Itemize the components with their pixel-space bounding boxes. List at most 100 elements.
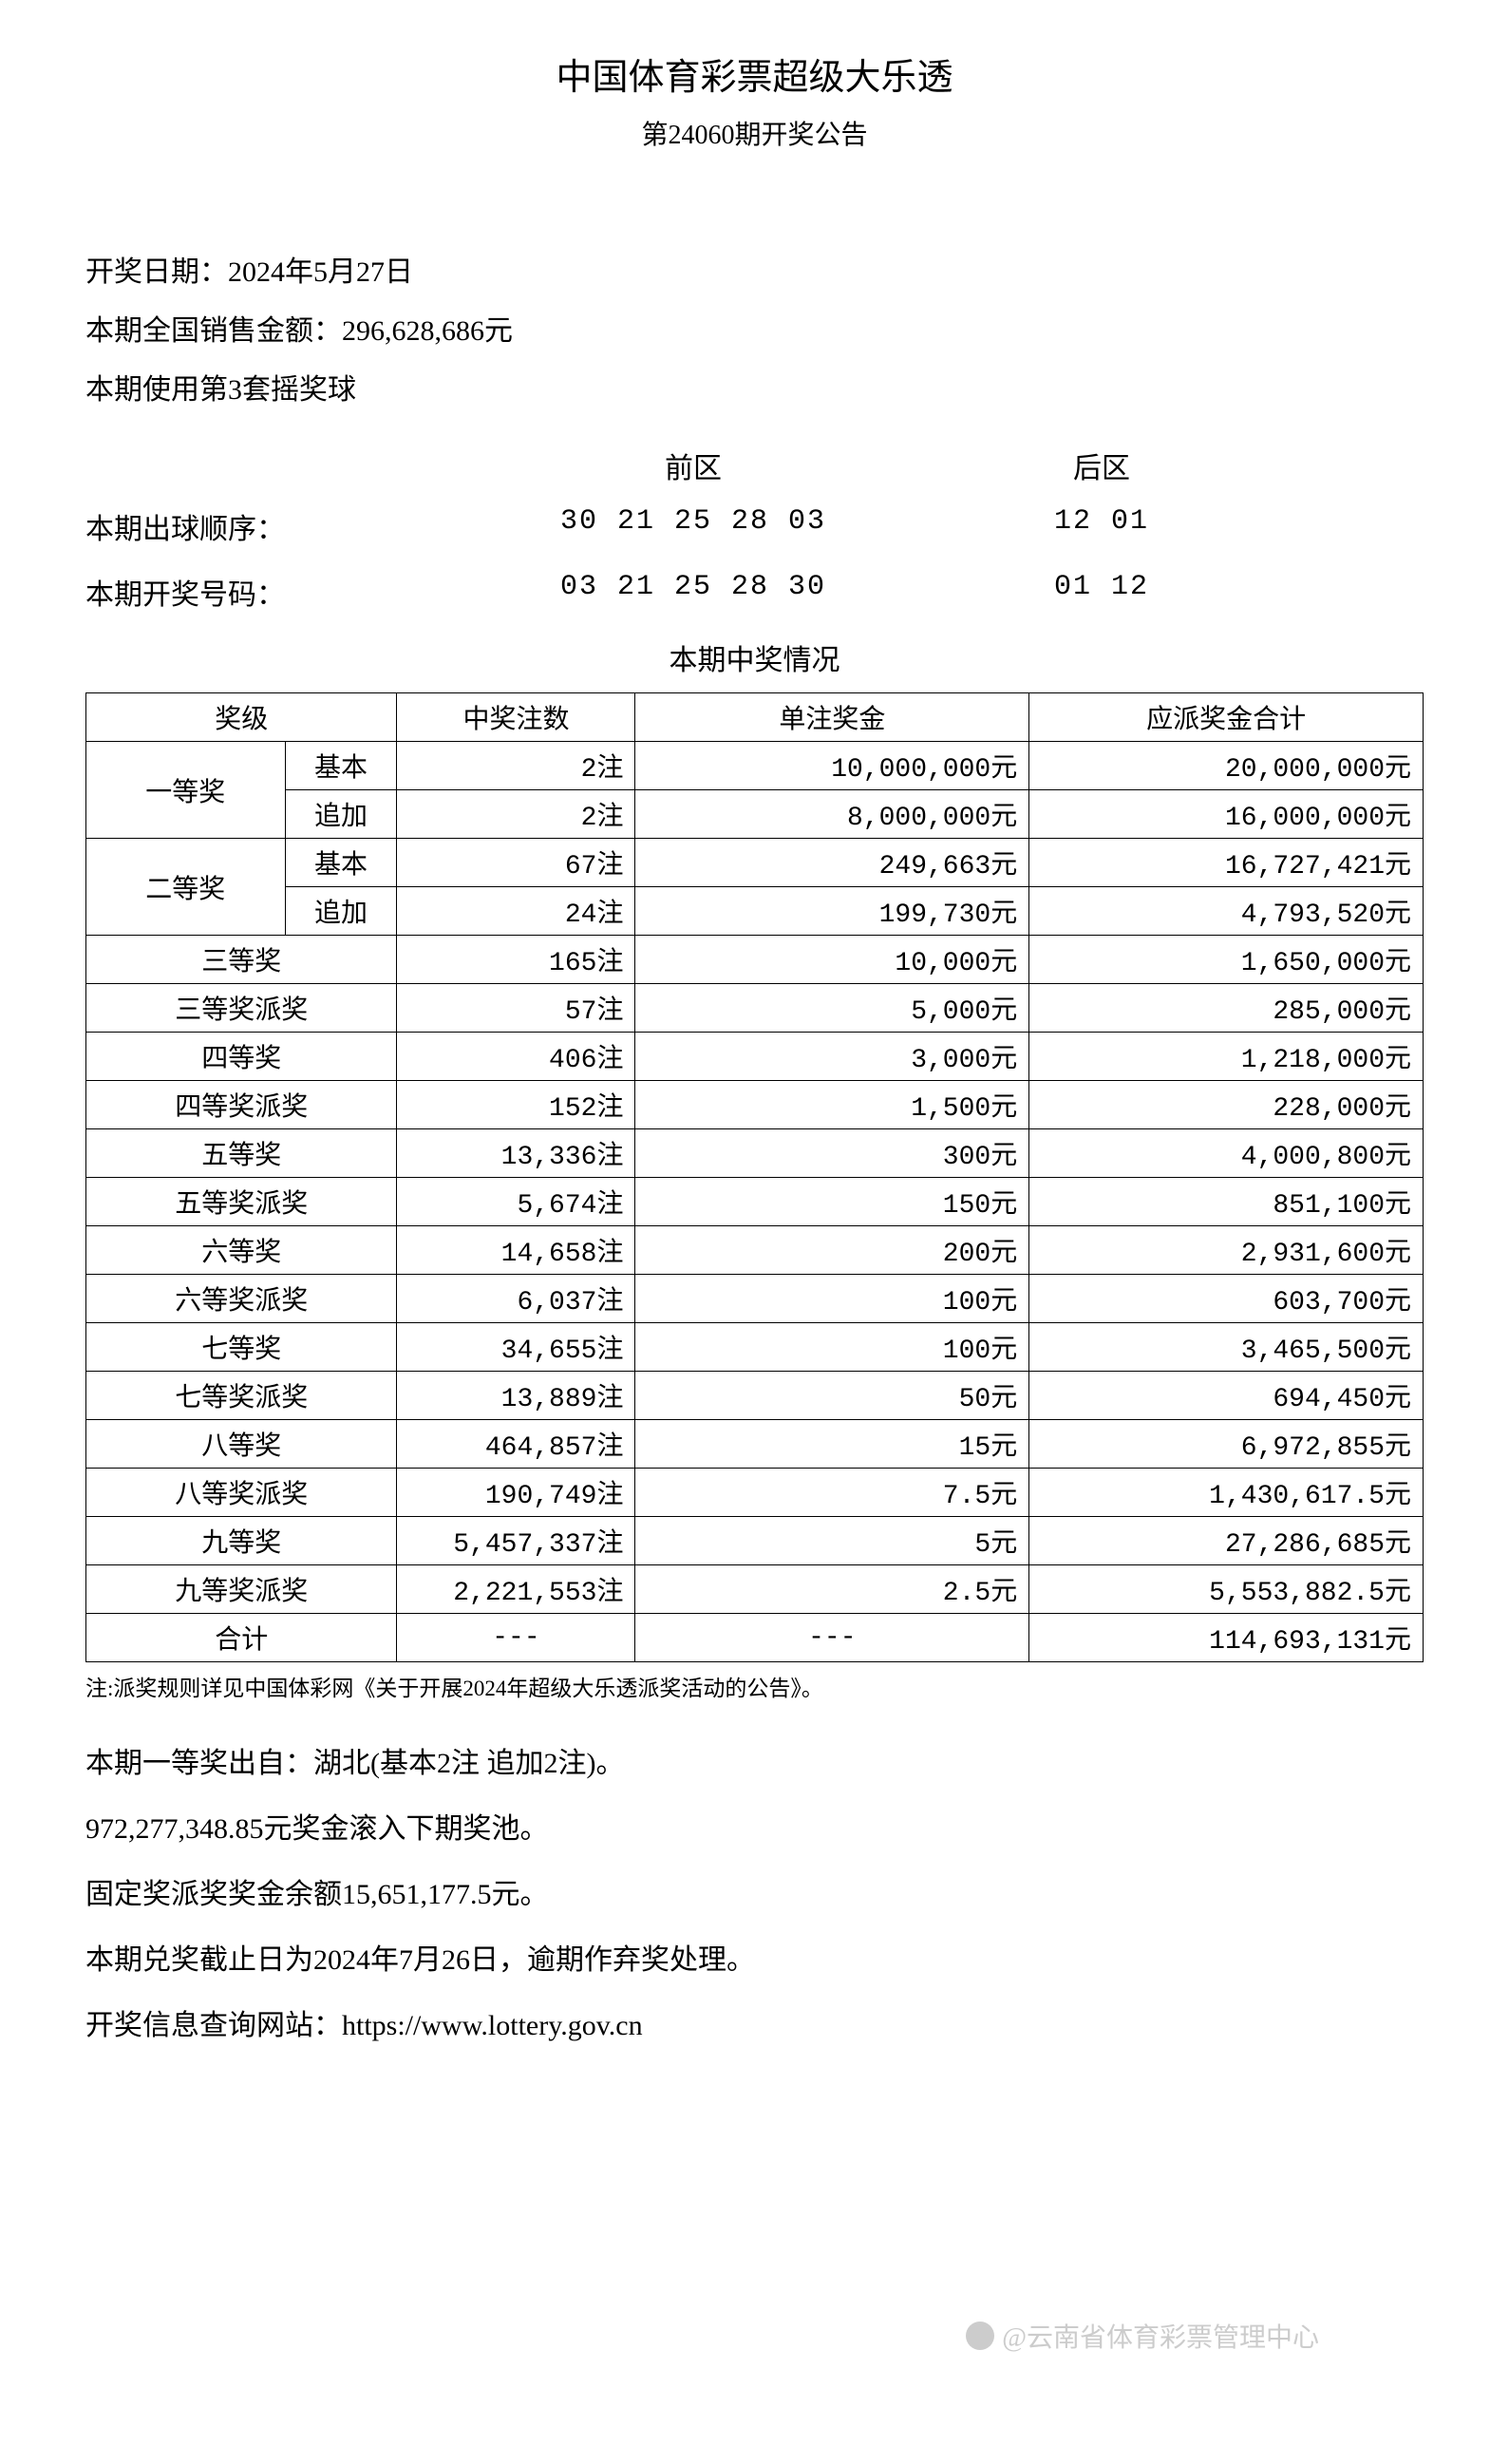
table-row: 七等奖34,655注100元3,465,500元 [86, 1323, 1424, 1372]
cell-amount: 15元 [635, 1420, 1029, 1469]
cell-count: 406注 [397, 1033, 635, 1081]
prize-section-title: 本期中奖情况 [85, 636, 1424, 678]
cell-total: 851,100元 [1029, 1178, 1424, 1226]
cell-amount: 100元 [635, 1275, 1029, 1323]
cell-count: 152注 [397, 1081, 635, 1129]
cell-level: 九等奖 [86, 1517, 397, 1565]
cell-amount: 10,000,000元 [635, 742, 1029, 790]
cell-amount: 2.5元 [635, 1565, 1029, 1614]
cell-count: 57注 [397, 984, 635, 1033]
cell-amount: 100元 [635, 1323, 1029, 1372]
table-row: 六等奖派奖6,037注100元603,700元 [86, 1275, 1424, 1323]
tier1-addon-label: 追加 [285, 790, 397, 839]
cell-amount: 199,730元 [635, 887, 1029, 936]
cell-level: 三等奖派奖 [86, 984, 397, 1033]
cell-level: 五等奖 [86, 1129, 397, 1178]
table-row: 四等奖406注3,000元1,218,000元 [86, 1033, 1424, 1081]
numbers-section: 前区 后区 本期出球顺序： 30 21 25 28 03 12 01 本期开奖号… [85, 445, 1424, 613]
cell-total: 694,450元 [1029, 1372, 1424, 1420]
cell-amount: 50元 [635, 1372, 1029, 1420]
watermark: @云南省体育彩票管理中心 [966, 2317, 1319, 2355]
cell-level: 七等奖派奖 [86, 1372, 397, 1420]
cell-total: 2,931,600元 [1029, 1226, 1424, 1275]
main-title: 中国体育彩票超级大乐透 [85, 47, 1424, 100]
table-header-row: 奖级 中奖注数 单注奖金 应派奖金合计 [86, 693, 1424, 742]
draw-order-front: 30 21 25 28 03 [465, 505, 921, 547]
tier2-basic-label: 基本 [285, 839, 397, 887]
cell-level: 七等奖 [86, 1323, 397, 1372]
table-row: 六等奖14,658注200元2,931,600元 [86, 1226, 1424, 1275]
cell-count: 2,221,553注 [397, 1565, 635, 1614]
footer-line: 本期一等奖出自：湖北(基本2注 追加2注)。 [85, 1731, 1424, 1796]
cell-total: 228,000元 [1029, 1081, 1424, 1129]
cell-amount: 3,000元 [635, 1033, 1029, 1081]
numbers-region-header: 前区 后区 [85, 445, 1424, 486]
cell-count: 13,336注 [397, 1129, 635, 1178]
table-row: 五等奖派奖5,674注150元851,100元 [86, 1178, 1424, 1226]
table-total-row: 合计------114,693,131元 [86, 1614, 1424, 1662]
cell-total: 27,286,685元 [1029, 1517, 1424, 1565]
cell-count: 190,749注 [397, 1469, 635, 1517]
cell-amount: 150元 [635, 1178, 1029, 1226]
cell-total: 1,218,000元 [1029, 1033, 1424, 1081]
cell-level: 九等奖派奖 [86, 1565, 397, 1614]
cell-amount: 300元 [635, 1129, 1029, 1178]
cell-count: 464,857注 [397, 1420, 635, 1469]
table-row: 三等奖派奖57注5,000元285,000元 [86, 984, 1424, 1033]
cell-total: 1,430,617.5元 [1029, 1469, 1424, 1517]
draw-order-row: 本期出球顺序： 30 21 25 28 03 12 01 [85, 505, 1424, 547]
cell-amount: 10,000元 [635, 936, 1029, 984]
cell-count: 67注 [397, 839, 635, 887]
cell-count: --- [397, 1614, 635, 1662]
sales-amount: 本期全国销售金额：296,628,686元 [85, 306, 1424, 357]
cell-level: 八等奖派奖 [86, 1469, 397, 1517]
cell-total: 1,650,000元 [1029, 936, 1424, 984]
draw-date: 开奖日期：2024年5月27日 [85, 247, 1424, 298]
watermark-text: @云南省体育彩票管理中心 [1002, 2317, 1319, 2355]
cell-count: 13,889注 [397, 1372, 635, 1420]
table-row: 九等奖派奖2,221,553注2.5元5,553,882.5元 [86, 1565, 1424, 1614]
footer-line: 本期兑奖截止日为2024年7月26日，逾期作弃奖处理。 [85, 1927, 1424, 1993]
cell-level: 五等奖派奖 [86, 1178, 397, 1226]
header-count: 中奖注数 [397, 693, 635, 742]
cell-amount: 8,000,000元 [635, 790, 1029, 839]
draw-order-label: 本期出球顺序： [85, 505, 465, 547]
cell-count: 165注 [397, 936, 635, 984]
info-section: 开奖日期：2024年5月27日 本期全国销售金额：296,628,686元 本期… [85, 247, 1424, 416]
table-row: 三等奖165注10,000元1,650,000元 [86, 936, 1424, 984]
cell-amount: --- [635, 1614, 1029, 1662]
table-row: 追加 2注 8,000,000元 16,000,000元 [86, 790, 1424, 839]
footer-line: 固定奖派奖奖金余额15,651,177.5元。 [85, 1862, 1424, 1927]
table-row: 八等奖464,857注15元6,972,855元 [86, 1420, 1424, 1469]
cell-total: 20,000,000元 [1029, 742, 1424, 790]
table-row: 二等奖 基本 67注 249,663元 16,727,421元 [86, 839, 1424, 887]
table-row: 八等奖派奖190,749注7.5元1,430,617.5元 [86, 1469, 1424, 1517]
cell-total: 114,693,131元 [1029, 1614, 1424, 1662]
table-row: 追加 24注 199,730元 4,793,520元 [86, 887, 1424, 936]
cell-level: 六等奖派奖 [86, 1275, 397, 1323]
cell-count: 14,658注 [397, 1226, 635, 1275]
table-row: 一等奖 基本 2注 10,000,000元 20,000,000元 [86, 742, 1424, 790]
cell-total: 603,700元 [1029, 1275, 1424, 1323]
back-region-label: 后区 [921, 445, 1282, 486]
cell-total: 285,000元 [1029, 984, 1424, 1033]
cell-level: 四等奖 [86, 1033, 397, 1081]
header-amount: 单注奖金 [635, 693, 1029, 742]
cell-level: 四等奖派奖 [86, 1081, 397, 1129]
footer-line: 972,277,348.85元奖金滚入下期奖池。 [85, 1796, 1424, 1862]
cell-amount: 5元 [635, 1517, 1029, 1565]
cell-count: 6,037注 [397, 1275, 635, 1323]
winning-row: 本期开奖号码： 03 21 25 28 30 01 12 [85, 571, 1424, 613]
cell-count: 2注 [397, 742, 635, 790]
cell-amount: 7.5元 [635, 1469, 1029, 1517]
header-level: 奖级 [86, 693, 397, 742]
table-row: 四等奖派奖152注1,500元228,000元 [86, 1081, 1424, 1129]
tier1-basic-label: 基本 [285, 742, 397, 790]
cell-level: 合计 [86, 1614, 397, 1662]
prize-note: 注:派奖规则详见中国体彩网《关于开展2024年超级大乐透派奖活动的公告》。 [85, 1670, 1424, 1702]
cell-total: 16,000,000元 [1029, 790, 1424, 839]
tier1-label: 一等奖 [86, 742, 286, 839]
cell-count: 24注 [397, 887, 635, 936]
tier2-label: 二等奖 [86, 839, 286, 936]
prize-table: 奖级 中奖注数 单注奖金 应派奖金合计 一等奖 基本 2注 10,000,000… [85, 692, 1424, 1662]
